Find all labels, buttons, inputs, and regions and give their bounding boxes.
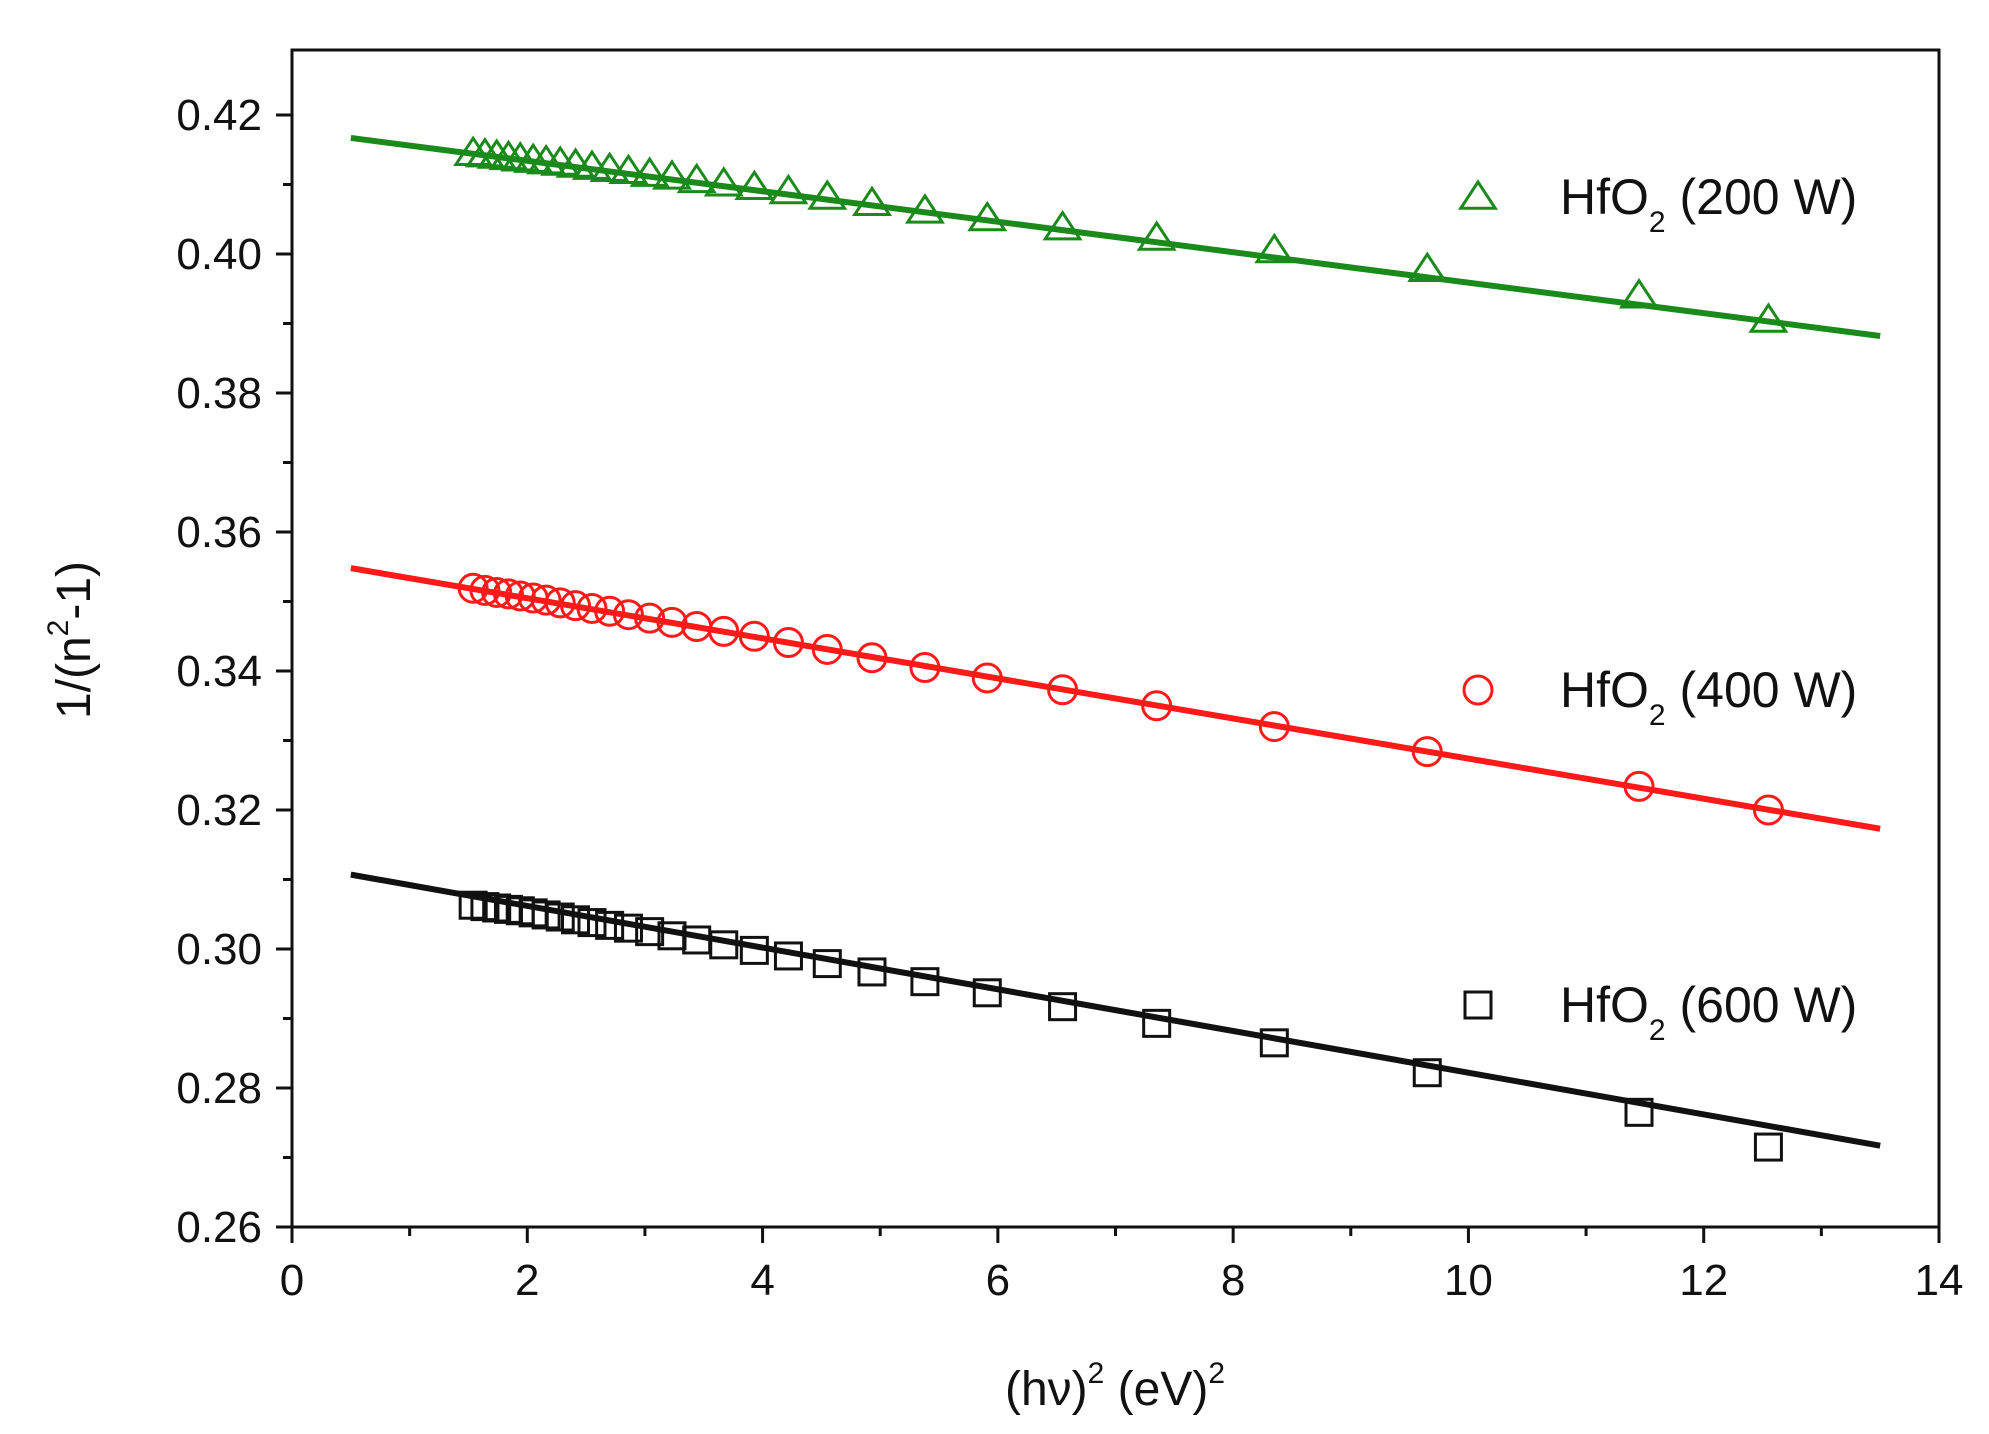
y-axis: 0.26 0.28 0.30 0.32 0.34 0.36 0.38 0.40 0.42 bbox=[176, 91, 292, 1252]
data-point-series-3 bbox=[545, 902, 575, 932]
data-point-series-3 bbox=[1048, 992, 1078, 1022]
y-tick-label: 0.42 bbox=[176, 91, 262, 140]
legend-label-1: HfO2 (200 W) bbox=[1560, 169, 1857, 239]
data-point-series-1 bbox=[904, 193, 945, 224]
x-tick-label: 4 bbox=[750, 1256, 774, 1305]
x-tick-label: 14 bbox=[1915, 1256, 1964, 1305]
data-point-series-2 bbox=[481, 576, 513, 608]
legend: HfO2 (200 W) HfO2 (400 W) HfO2 (600 W) bbox=[1457, 169, 1857, 1047]
data-points bbox=[453, 135, 1789, 1162]
data-point-series-1 bbox=[1618, 277, 1660, 309]
data-point-series-2 bbox=[492, 578, 524, 610]
data-point-series-1 bbox=[807, 179, 848, 210]
y-tick-label: 0.40 bbox=[176, 230, 262, 279]
data-point-series-1 bbox=[1042, 209, 1083, 241]
y-tick-label: 0.30 bbox=[176, 925, 262, 974]
legend-marker-2 bbox=[1462, 674, 1494, 706]
plot-area-frame bbox=[290, 48, 1941, 1229]
data-point-series-2 bbox=[772, 627, 804, 659]
data-point-series-2 bbox=[909, 652, 941, 684]
data-point-series-3 bbox=[561, 905, 591, 935]
y-tick-label: 0.38 bbox=[176, 369, 262, 418]
data-point-series-1 bbox=[1407, 251, 1448, 283]
data-point-series-3 bbox=[1624, 1097, 1654, 1127]
data-point-series-1 bbox=[1748, 302, 1789, 333]
data-point-series-1 bbox=[1254, 232, 1295, 264]
data-point-series-2 bbox=[469, 574, 501, 606]
x-axis-title: (hν)2 (eV)2 bbox=[1005, 1357, 1225, 1416]
data-point-series-3 bbox=[972, 978, 1002, 1008]
legend-marker-1 bbox=[1457, 179, 1499, 210]
data-point-series-2 bbox=[1411, 736, 1443, 768]
x-tick-label: 2 bbox=[515, 1256, 539, 1305]
data-point-series-3 bbox=[595, 910, 625, 940]
data-point-series-2 bbox=[1141, 690, 1173, 722]
data-point-series-3 bbox=[635, 917, 665, 947]
data-point-series-1 bbox=[703, 166, 744, 197]
x-axis: 0 2 4 6 8 10 12 14 bbox=[280, 1227, 1964, 1305]
legend-label-3: HfO2 (600 W) bbox=[1560, 977, 1857, 1047]
data-point-series-1 bbox=[1136, 220, 1177, 251]
data-point-series-2 bbox=[560, 590, 592, 622]
data-point-series-2 bbox=[1752, 794, 1784, 826]
data-point-series-2 bbox=[1258, 711, 1290, 743]
y-tick-label: 0.34 bbox=[176, 647, 262, 696]
data-point-series-2 bbox=[656, 606, 688, 638]
data-point-series-3 bbox=[1412, 1058, 1442, 1088]
data-point-series-1 bbox=[589, 151, 630, 182]
data-point-series-3 bbox=[1142, 1008, 1172, 1038]
data-point-series-2 bbox=[594, 595, 626, 627]
y-axis-title: 1/(n2-1) bbox=[42, 561, 101, 719]
data-point-series-2 bbox=[544, 587, 576, 619]
data-point-series-2 bbox=[738, 620, 770, 652]
fit-lines bbox=[350, 134, 1881, 1149]
data-point-series-1 bbox=[676, 162, 717, 194]
y-tick-label: 0.28 bbox=[176, 1064, 262, 1113]
data-point-series-1 bbox=[734, 169, 775, 201]
data-point-series-3 bbox=[910, 967, 940, 997]
x-tick-label: 6 bbox=[986, 1256, 1010, 1305]
x-tick-label: 10 bbox=[1444, 1256, 1493, 1305]
legend-marker-3 bbox=[1463, 990, 1493, 1020]
data-point-series-3 bbox=[857, 957, 887, 987]
data-point-series-1 bbox=[967, 200, 1008, 232]
data-point-series-2 bbox=[576, 592, 608, 624]
data-point-series-2 bbox=[856, 642, 888, 674]
x-tick-label: 8 bbox=[1221, 1256, 1245, 1305]
data-point-series-2 bbox=[530, 584, 562, 616]
x-tick-label: 12 bbox=[1679, 1256, 1728, 1305]
data-point-series-3 bbox=[709, 930, 739, 960]
data-point-series-2 bbox=[612, 599, 644, 631]
data-point-series-1 bbox=[608, 153, 649, 185]
data-point-series-3 bbox=[739, 935, 769, 965]
data-point-series-3 bbox=[812, 949, 842, 979]
data-point-series-2 bbox=[1623, 770, 1655, 802]
data-point-series-3 bbox=[1753, 1132, 1783, 1162]
y-tick-label: 0.26 bbox=[176, 1203, 262, 1252]
data-point-series-1 bbox=[651, 159, 693, 190]
data-point-series-3 bbox=[613, 913, 643, 943]
data-point-series-2 bbox=[708, 615, 740, 647]
data-point-series-1 bbox=[768, 173, 809, 205]
y-tick-label: 0.36 bbox=[176, 508, 262, 557]
y-tick-label: 0.32 bbox=[176, 786, 262, 835]
data-point-series-3 bbox=[1259, 1028, 1289, 1058]
data-point-series-3 bbox=[773, 941, 803, 971]
data-point-series-2 bbox=[811, 633, 843, 665]
data-point-series-2 bbox=[457, 572, 489, 604]
data-point-series-2 bbox=[1047, 674, 1079, 706]
data-point-series-2 bbox=[971, 662, 1003, 694]
data-point-series-2 bbox=[634, 602, 666, 634]
data-point-series-1 bbox=[851, 185, 893, 217]
data-point-series-3 bbox=[577, 908, 607, 938]
data-point-series-1 bbox=[629, 156, 670, 187]
legend-label-2: HfO2 (400 W) bbox=[1560, 662, 1857, 732]
x-tick-label: 0 bbox=[280, 1256, 304, 1305]
